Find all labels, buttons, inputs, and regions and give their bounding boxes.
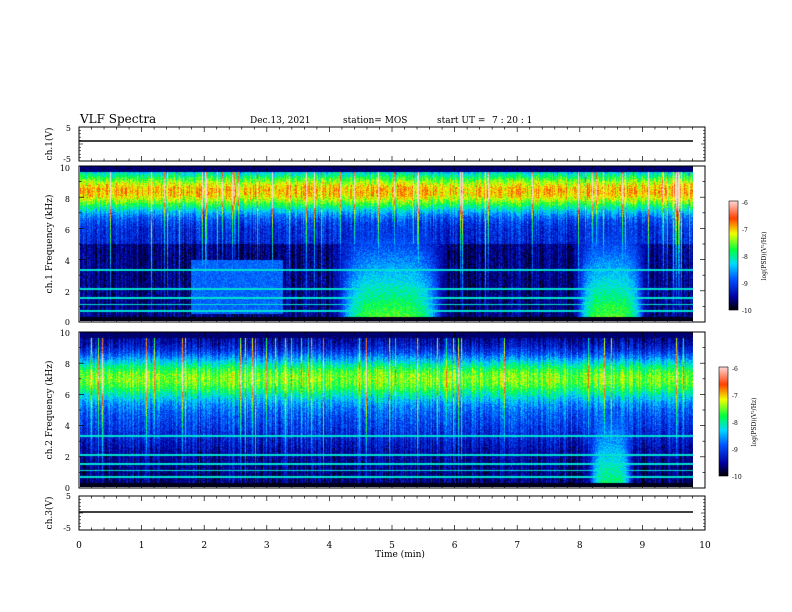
ch1-freq-ticks [79, 165, 705, 323]
ch1-voltage-ytick-top: 5 [66, 124, 71, 133]
x-tick-label: 3 [264, 541, 270, 551]
ch2-freq-tick-6: 6 [65, 391, 70, 400]
ch1-freq-tick-0: 0 [65, 318, 70, 327]
figure-title: VLF Spectra [79, 112, 156, 126]
ch1-spectrogram-panel: 0 2 4 6 8 10 ch.1 Frequency (kHz) [44, 164, 706, 327]
ch1-colorbar-tick-m10: -10 [742, 308, 752, 315]
ch2-freq-tick-4: 4 [65, 422, 70, 431]
x-tick-label: 0 [76, 541, 82, 551]
ch2-freq-tick-2: 2 [65, 453, 70, 462]
x-tick-label: 8 [577, 541, 583, 551]
ch1-voltage-ticks [79, 126, 705, 162]
date-label: Dec.13, 2021 [250, 116, 311, 126]
ch3-voltage-ytick-bottom: -5 [63, 524, 71, 533]
ch1-voltage-ylabel: ch.1(V) [44, 128, 55, 161]
ch2-colorbar-tick-m7: -7 [732, 393, 738, 400]
ch2-spectrogram-image [80, 332, 693, 487]
ch1-spectrogram-image [80, 166, 693, 321]
ch1-colorbar-bar [728, 200, 739, 311]
ch2-colorbar-tick-m8: -8 [732, 420, 738, 427]
station-label: station= MOS [343, 116, 407, 126]
ch3-voltage-frame [78, 495, 706, 531]
x-tick-label: 6 [452, 541, 458, 551]
x-tick-label: 4 [327, 541, 333, 551]
ch3-voltage-panel: 5 -5 ch.3(V) [44, 492, 706, 533]
ch1-freq-tick-6: 6 [65, 226, 70, 235]
ch1-spectrogram-ylabel: ch.1 Frequency (kHz) [44, 195, 55, 294]
ch2-freq-tick-0: 0 [65, 484, 70, 493]
ch2-freq-tick-8: 8 [65, 360, 70, 369]
x-tick-label: 1 [139, 541, 145, 551]
x-axis: 0 1 2 3 4 5 6 7 8 9 10 [76, 127, 711, 551]
ch1-colorbar-tick-m8: -8 [742, 254, 748, 261]
ch1-colorbar-tick-m6: -6 [742, 200, 748, 207]
ch2-colorbar-label: log(PSD)(V²/Hz) [751, 398, 758, 447]
x-tick-label: 5 [389, 541, 395, 551]
ch2-spectrogram-panel: 0 2 4 6 8 10 ch.2 Frequency (kHz) [44, 329, 706, 493]
x-axis-label: Time (min) [375, 549, 425, 560]
x-tick-label: 2 [201, 541, 207, 551]
ch1-freq-tick-2: 2 [65, 288, 70, 297]
x-tick-label: 7 [514, 541, 520, 551]
ch3-voltage-ytick-top: 5 [66, 492, 71, 501]
ch1-voltage-panel: 5 -5 ch.1(V) [44, 124, 706, 164]
ch1-colorbar-tick-m9: -9 [742, 281, 748, 288]
ch1-voltage-frame [78, 126, 706, 162]
ch1-colorbar-label: log(PSD)(V²/Hz) [761, 232, 768, 281]
ch2-colorbar-bar [718, 366, 729, 477]
start-ut-label: start UT = [437, 116, 485, 126]
ch2-freq-ticks [79, 331, 705, 489]
ch3-voltage-ticks [79, 495, 705, 531]
x-tick-label: 9 [640, 541, 646, 551]
ch1-voltage-ytick-bottom: -5 [63, 155, 71, 164]
ch2-colorbar-tick-m10: -10 [732, 474, 742, 481]
x-tick-label: 10 [699, 541, 711, 551]
ch2-colorbar-tick-m9: -9 [732, 447, 738, 454]
start-ut-value: 7 : 20 : 1 [492, 116, 532, 126]
ch2-spectrogram-ylabel: ch.2 Frequency (kHz) [44, 361, 55, 460]
ch1-colorbar: -6 -7 -8 -9 -10 log(PSD)(V²/Hz) [728, 200, 768, 315]
ch2-colorbar: -6 -7 -8 -9 -10 log(PSD)(V²/Hz) [718, 366, 758, 481]
ch1-freq-tick-10: 10 [60, 164, 70, 173]
ch1-colorbar-tick-m7: -7 [742, 227, 748, 234]
ch2-colorbar-tick-m6: -6 [732, 366, 738, 373]
ch2-freq-tick-10: 10 [60, 329, 70, 338]
ch1-freq-tick-4: 4 [65, 257, 70, 266]
ch3-voltage-ylabel: ch.3(V) [44, 497, 55, 530]
ch1-freq-tick-8: 8 [65, 195, 70, 204]
